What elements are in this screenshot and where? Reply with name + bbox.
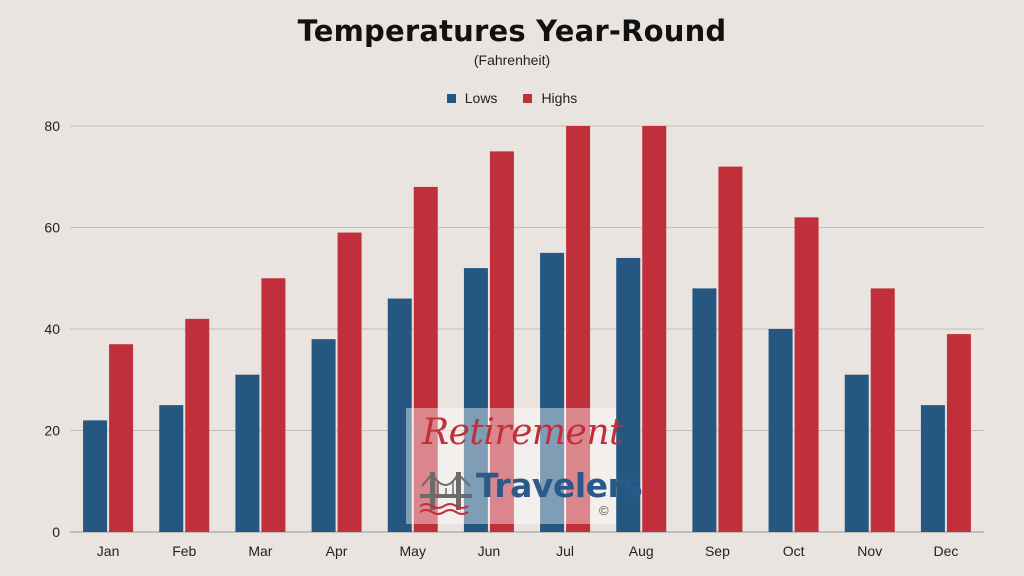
bar-highs-feb: [185, 318, 210, 532]
chart-subtitle: (Fahrenheit): [473, 52, 551, 68]
bar-highs-oct: [794, 217, 819, 532]
x-tick-label: Dec: [933, 543, 958, 559]
legend-label-highs: Highs: [541, 90, 578, 106]
x-tick-label: Apr: [326, 543, 348, 559]
bar-lows-jun: [463, 268, 488, 532]
bar-highs-jul: [566, 126, 591, 532]
x-tick-label: Feb: [172, 543, 196, 559]
bridge-icon: [420, 472, 472, 515]
x-tick-label: Mar: [248, 543, 272, 559]
x-tick-label: Oct: [783, 543, 805, 559]
x-tick-label: Nov: [857, 543, 882, 559]
bar-lows-aug: [616, 257, 641, 532]
bar-lows-nov: [844, 374, 869, 532]
legend-item-highs: Highs: [523, 90, 577, 106]
y-tick-label: 80: [44, 118, 60, 134]
y-tick-label: 20: [44, 423, 60, 439]
x-tick-label: Aug: [629, 543, 654, 559]
bar-lows-jul: [540, 252, 565, 532]
watermark-logo: Retirement Travelers ©: [406, 408, 643, 524]
bar-highs-dec: [946, 334, 971, 532]
chart-title: Temperatures Year-Round: [297, 14, 727, 48]
x-tick-label: Jun: [478, 543, 501, 559]
bar-lows-jan: [83, 420, 108, 532]
bar-highs-aug: [642, 126, 667, 532]
watermark-copyright: ©: [599, 503, 609, 518]
bar-highs-jan: [109, 344, 134, 532]
bar-highs-jun: [489, 151, 514, 532]
watermark-line1: Retirement: [422, 412, 624, 453]
y-tick-label: 40: [44, 321, 60, 337]
bar-lows-oct: [768, 329, 793, 532]
bar-lows-sep: [692, 288, 717, 532]
legend-swatch-lows: [446, 93, 456, 103]
bar-highs-nov: [870, 288, 895, 532]
x-tick-label: Sep: [705, 543, 730, 559]
y-tick-label: 0: [52, 524, 60, 540]
chart-legend: Lows Highs: [0, 90, 1024, 106]
bar-lows-dec: [920, 405, 945, 532]
y-tick-label: 60: [44, 220, 60, 236]
watermark-line2: Travelers: [476, 466, 643, 505]
x-tick-label: Jul: [556, 543, 574, 559]
x-tick-label: May: [400, 543, 426, 559]
bar-lows-feb: [159, 405, 184, 532]
bar-highs-apr: [337, 232, 362, 532]
bar-highs-sep: [718, 166, 743, 532]
bar-lows-may: [387, 298, 412, 532]
legend-label-lows: Lows: [464, 90, 498, 106]
x-tick-label: Jan: [97, 543, 120, 559]
bar-highs-mar: [261, 278, 286, 532]
bar-lows-apr: [311, 339, 336, 532]
bar-lows-mar: [235, 374, 260, 532]
legend-swatch-highs: [523, 93, 533, 103]
legend-item-lows: Lows: [446, 90, 498, 106]
